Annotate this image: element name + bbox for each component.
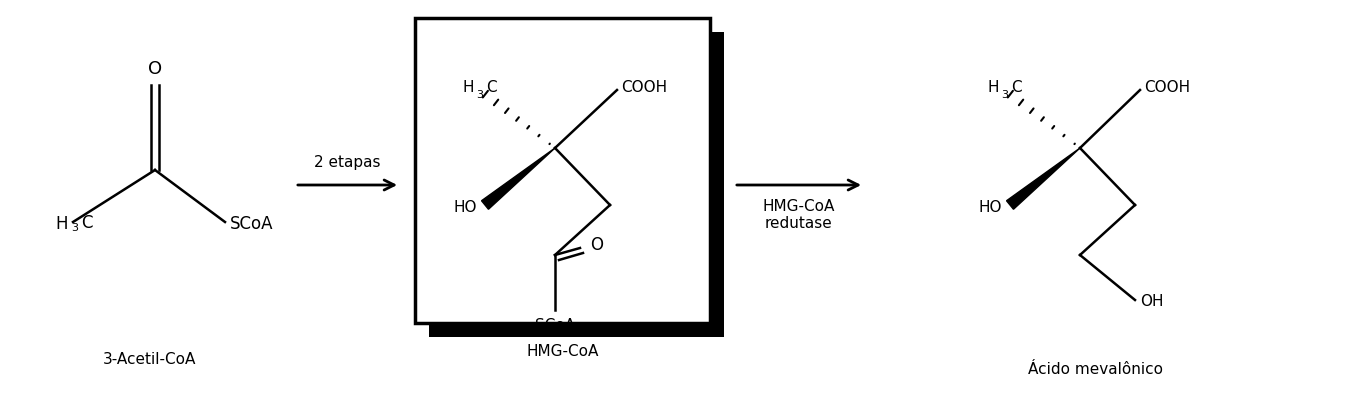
Text: 3: 3 — [72, 223, 78, 233]
Bar — [429, 32, 724, 337]
Text: O: O — [147, 60, 162, 78]
Text: 3: 3 — [1001, 90, 1008, 100]
Bar — [415, 18, 710, 323]
Text: SCoA: SCoA — [534, 318, 575, 333]
Text: SCoA: SCoA — [230, 215, 273, 233]
Text: C: C — [1011, 80, 1022, 95]
Polygon shape — [1007, 148, 1080, 209]
Text: H: H — [463, 80, 474, 95]
Text: HMG-CoA
redutase: HMG-CoA redutase — [763, 199, 835, 231]
Text: H: H — [55, 215, 68, 233]
Text: 2 etapas: 2 etapas — [314, 156, 380, 170]
Text: O: O — [590, 236, 603, 254]
Text: C: C — [81, 214, 92, 232]
Text: COOH: COOH — [621, 80, 667, 95]
Text: HMG-CoA: HMG-CoA — [526, 343, 598, 358]
Text: 3: 3 — [476, 90, 483, 100]
Text: Ácido mevalônico: Ácido mevalônico — [1027, 362, 1162, 377]
Text: H: H — [988, 80, 999, 95]
Text: OH: OH — [1141, 295, 1164, 309]
Text: HO: HO — [453, 200, 478, 215]
Text: COOH: COOH — [1145, 80, 1191, 95]
Polygon shape — [482, 148, 555, 209]
Text: HO: HO — [978, 200, 1003, 215]
Text: 3-Acetil-CoA: 3-Acetil-CoA — [103, 353, 196, 368]
Text: C: C — [486, 80, 497, 95]
